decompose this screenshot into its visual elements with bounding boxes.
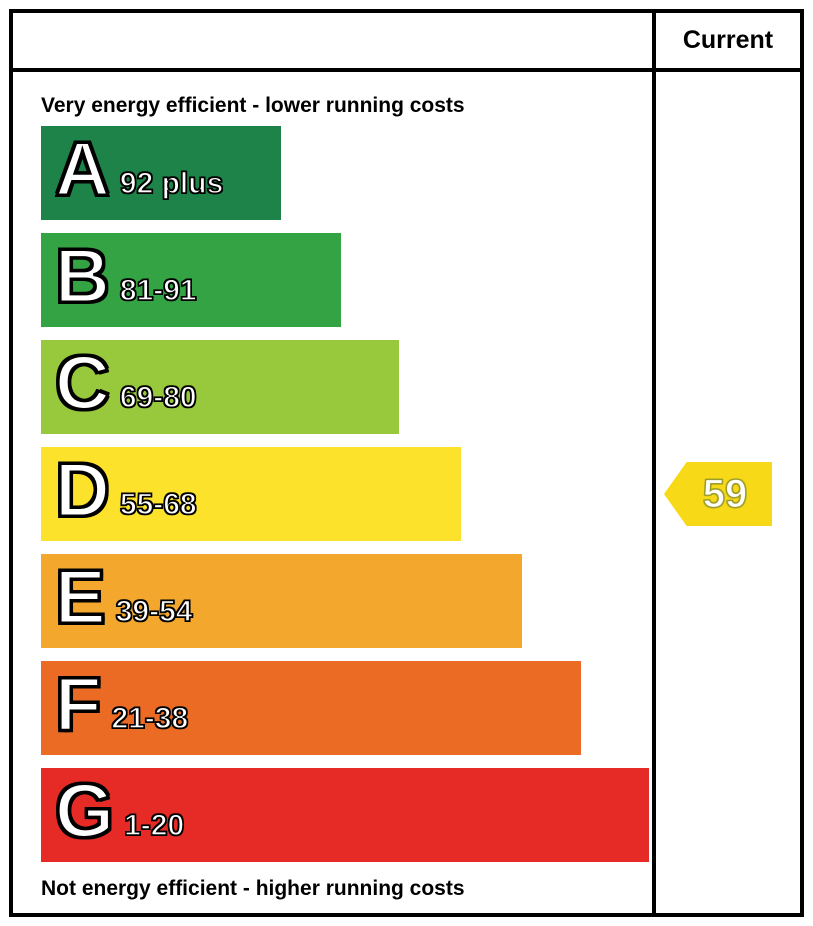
band-row-g: G 1-20 xyxy=(41,768,649,862)
band-range: 1-20 xyxy=(123,808,185,842)
band-letter: A xyxy=(54,127,112,212)
band-row-a: A 92 plus xyxy=(41,126,281,220)
band-row-d: D 55-68 xyxy=(41,447,461,541)
band-letter: C xyxy=(54,341,112,426)
band-list: A 92 plus B 81-91 C 69-80 D 55-68 xyxy=(41,126,652,862)
band-row-f: F 21-38 xyxy=(41,661,581,755)
current-header-cell: Current xyxy=(656,13,800,72)
current-rating-value: 59 xyxy=(702,471,748,516)
band-letter: F xyxy=(53,662,102,747)
bands-column: Very energy efficient - lower running co… xyxy=(13,13,652,913)
band-letter: D xyxy=(54,448,112,533)
band-range: 69-80 xyxy=(119,380,197,414)
band-letter: B xyxy=(54,234,112,319)
current-header-label: Current xyxy=(682,26,774,54)
top-caption: Very energy efficient - lower running co… xyxy=(41,94,465,118)
band-letter: E xyxy=(54,555,108,640)
current-column: Current 59 xyxy=(652,13,800,913)
band-range: 92 plus xyxy=(119,166,224,200)
band-row-b: B 81-91 xyxy=(41,233,341,327)
band-letter: G xyxy=(53,769,115,854)
band-range: 21-38 xyxy=(111,701,189,735)
band-row-e: E 39-54 xyxy=(41,554,522,648)
band-range: 55-68 xyxy=(119,487,197,521)
current-body: 59 xyxy=(656,72,800,913)
header-left-cell xyxy=(13,13,652,72)
current-rating-arrow: 59 xyxy=(664,462,772,526)
band-row-c: C 69-80 xyxy=(41,340,399,434)
bands-body: Very energy efficient - lower running co… xyxy=(13,72,652,913)
bottom-caption: Not energy efficient - higher running co… xyxy=(41,877,465,900)
band-range: 81-91 xyxy=(119,273,197,307)
epc-chart: Very energy efficient - lower running co… xyxy=(9,9,804,917)
band-range: 39-54 xyxy=(115,594,193,628)
